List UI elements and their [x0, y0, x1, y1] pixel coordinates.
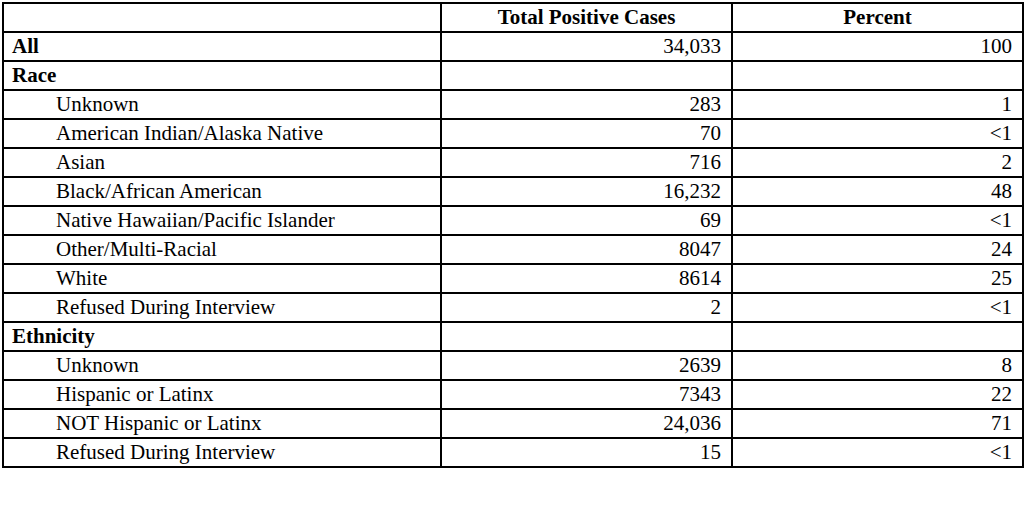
- percent-value-cell: 71: [732, 409, 1023, 438]
- cases-value-cell: 2: [441, 293, 732, 322]
- table-row-race-section: Race: [3, 61, 1023, 90]
- table-row-white: White 8614 25: [3, 264, 1023, 293]
- document-page: Total Positive Cases Percent All 34,033 …: [0, 0, 1024, 506]
- row-label-cell: Unknown: [3, 351, 441, 380]
- cases-value-cell: 7343: [441, 380, 732, 409]
- percent-value-cell: 1: [732, 90, 1023, 119]
- table-row-ethnicity-section: Ethnicity: [3, 322, 1023, 351]
- table-row-all: All 34,033 100: [3, 32, 1023, 61]
- cases-value-cell: 15: [441, 438, 732, 467]
- percent-value-cell: <1: [732, 206, 1023, 235]
- row-label-cell: Ethnicity: [3, 322, 441, 351]
- percent-value-cell: [732, 61, 1023, 90]
- percent-value-cell: 2: [732, 148, 1023, 177]
- row-label-cell: Hispanic or Latinx: [3, 380, 441, 409]
- row-label-cell: All: [3, 32, 441, 61]
- percent-value-cell: <1: [732, 438, 1023, 467]
- row-label-cell: Refused During Interview: [3, 293, 441, 322]
- row-label-cell: Refused During Interview: [3, 438, 441, 467]
- percent-value-cell: <1: [732, 293, 1023, 322]
- row-label-cell: Black/African American: [3, 177, 441, 206]
- cases-by-race-ethnicity-table: Total Positive Cases Percent All 34,033 …: [2, 2, 1024, 468]
- table-row-american-indian-alaska-native: American Indian/Alaska Native 70 <1: [3, 119, 1023, 148]
- percent-value-cell: 22: [732, 380, 1023, 409]
- table-row-asian: Asian 716 2: [3, 148, 1023, 177]
- table-row-hispanic-or-latinx: Hispanic or Latinx 7343 22: [3, 380, 1023, 409]
- cases-value-cell: 69: [441, 206, 732, 235]
- table-row-ethnicity-unknown: Unknown 2639 8: [3, 351, 1023, 380]
- table-row-ethnicity-refused-during-interview: Refused During Interview 15 <1: [3, 438, 1023, 467]
- table-row-native-hawaiian-pacific-islander: Native Hawaiian/Pacific Islander 69 <1: [3, 206, 1023, 235]
- row-label-cell: Unknown: [3, 90, 441, 119]
- cases-value-cell: [441, 61, 732, 90]
- row-label-cell: Other/Multi-Racial: [3, 235, 441, 264]
- row-label-cell: American Indian/Alaska Native: [3, 119, 441, 148]
- row-label-cell: NOT Hispanic or Latinx: [3, 409, 441, 438]
- table-row-race-unknown: Unknown 283 1: [3, 90, 1023, 119]
- percent-value-cell: <1: [732, 119, 1023, 148]
- row-label-cell: White: [3, 264, 441, 293]
- cases-value-cell: 283: [441, 90, 732, 119]
- row-label-cell: Race: [3, 61, 441, 90]
- table-row-black-african-american: Black/African American 16,232 48: [3, 177, 1023, 206]
- percent-value-cell: 100: [732, 32, 1023, 61]
- percent-header: Percent: [732, 3, 1023, 32]
- row-label-cell: Native Hawaiian/Pacific Islander: [3, 206, 441, 235]
- cases-value-cell: 16,232: [441, 177, 732, 206]
- percent-value-cell: [732, 322, 1023, 351]
- cases-value-cell: 8614: [441, 264, 732, 293]
- row-label-cell: Asian: [3, 148, 441, 177]
- empty-corner-header-cell: [3, 3, 441, 32]
- table-row-race-refused-during-interview: Refused During Interview 2 <1: [3, 293, 1023, 322]
- cases-value-cell: 34,033: [441, 32, 732, 61]
- table-row-other-multi-racial: Other/Multi-Racial 8047 24: [3, 235, 1023, 264]
- percent-value-cell: 48: [732, 177, 1023, 206]
- percent-value-cell: 8: [732, 351, 1023, 380]
- cases-value-cell: 716: [441, 148, 732, 177]
- cases-value-cell: [441, 322, 732, 351]
- table-row-not-hispanic-or-latinx: NOT Hispanic or Latinx 24,036 71: [3, 409, 1023, 438]
- percent-value-cell: 25: [732, 264, 1023, 293]
- cases-value-cell: 70: [441, 119, 732, 148]
- cases-value-cell: 2639: [441, 351, 732, 380]
- total-positive-cases-header: Total Positive Cases: [441, 3, 732, 32]
- cases-value-cell: 24,036: [441, 409, 732, 438]
- header-row: Total Positive Cases Percent: [3, 3, 1023, 32]
- cases-value-cell: 8047: [441, 235, 732, 264]
- percent-value-cell: 24: [732, 235, 1023, 264]
